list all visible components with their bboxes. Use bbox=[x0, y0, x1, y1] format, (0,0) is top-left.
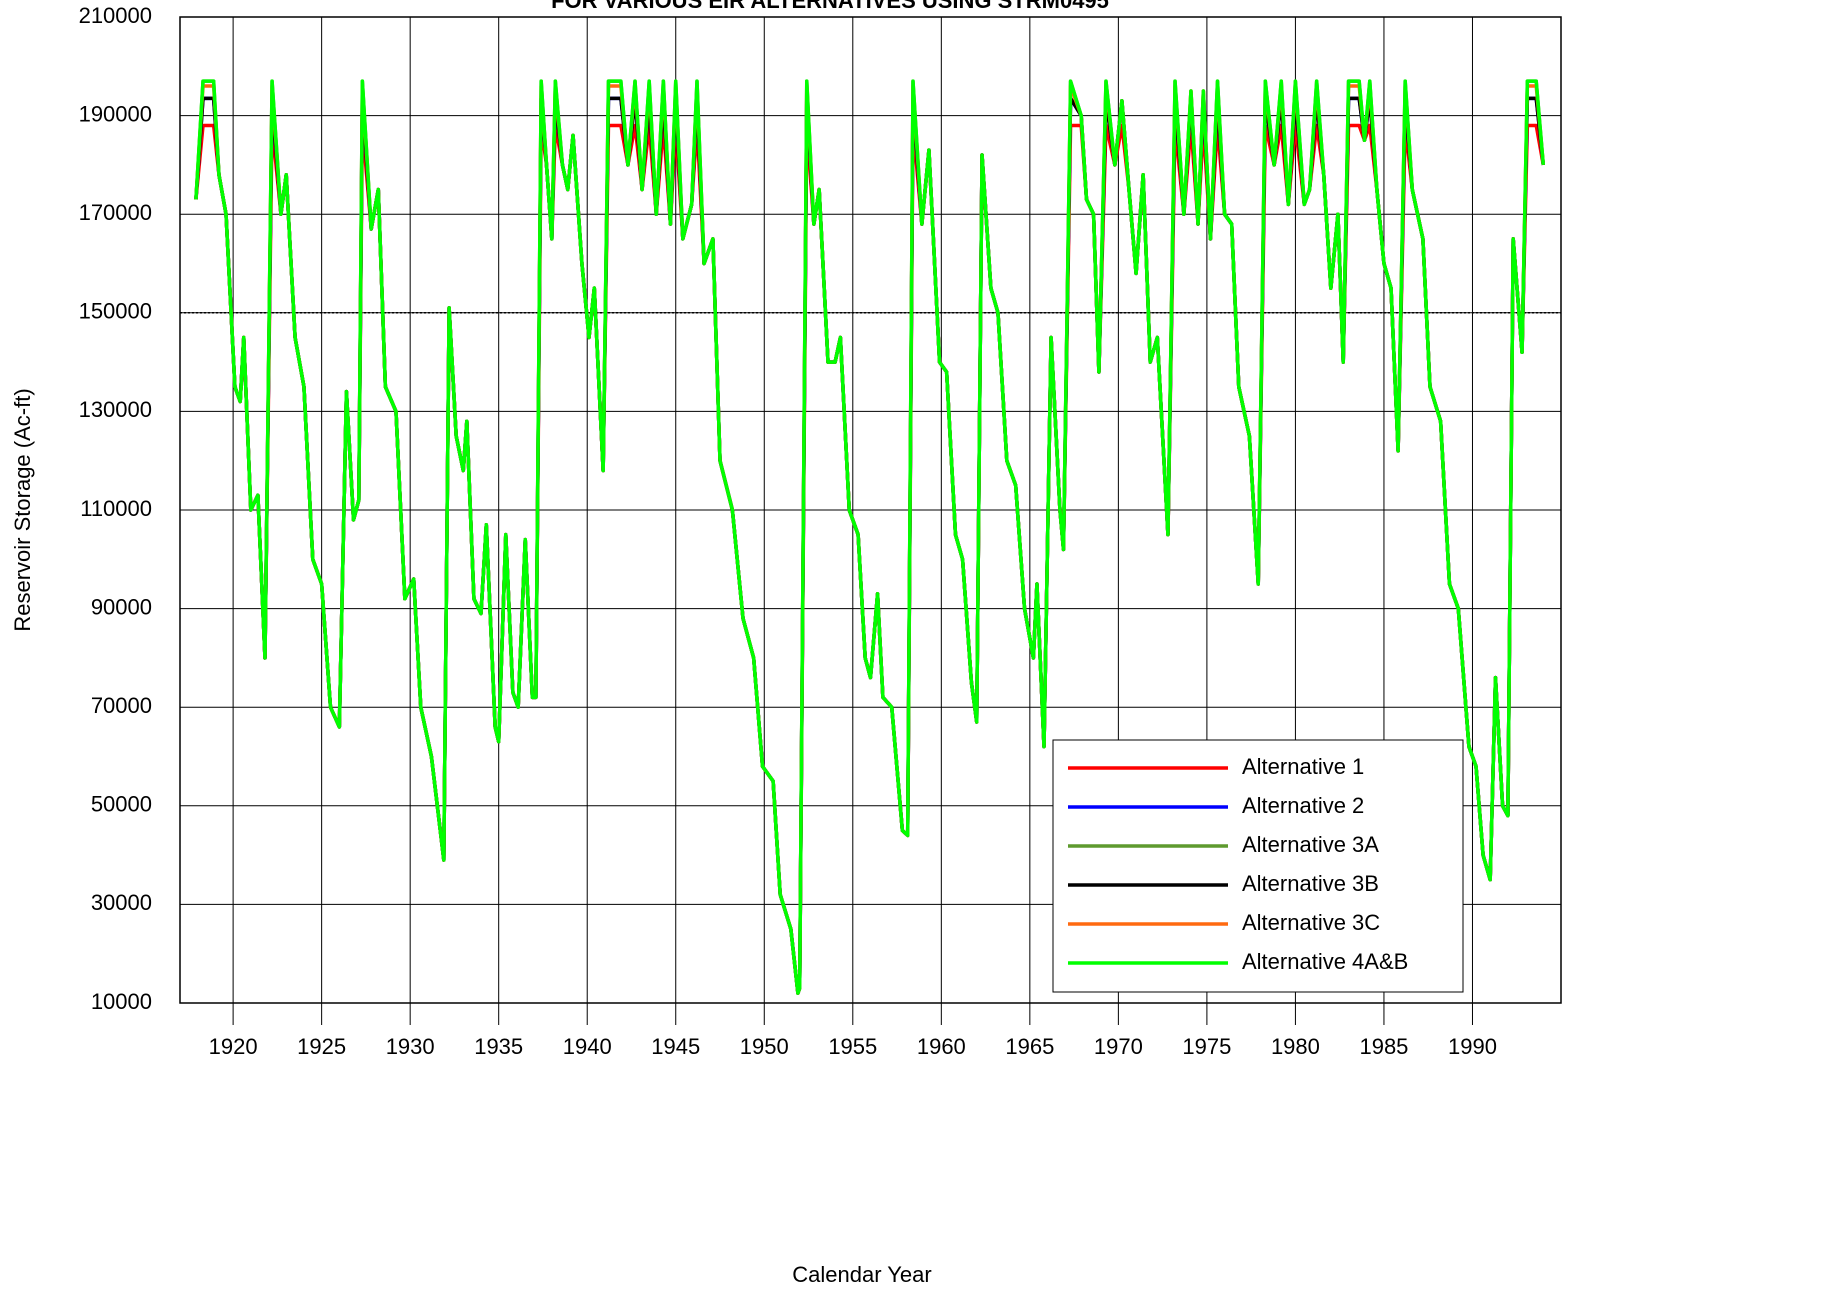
x-tick-label: 1955 bbox=[828, 1034, 877, 1059]
x-tick-label: 1950 bbox=[740, 1034, 789, 1059]
legend-label: Alternative 3C bbox=[1242, 910, 1380, 935]
y-tick-label: 150000 bbox=[79, 299, 152, 324]
x-tick-label: 1960 bbox=[917, 1034, 966, 1059]
legend-label: Alternative 1 bbox=[1242, 754, 1364, 779]
y-tick-label: 190000 bbox=[79, 101, 152, 126]
legend-label: Alternative 4A&B bbox=[1242, 949, 1408, 974]
x-axis-label: Calendar Year bbox=[792, 1262, 931, 1287]
plot-frame bbox=[179, 16, 1562, 1004]
x-tick-label: 1940 bbox=[563, 1034, 612, 1059]
legend-label: Alternative 3A bbox=[1242, 832, 1379, 857]
y-tick-label: 130000 bbox=[79, 397, 152, 422]
legend-box bbox=[1052, 739, 1464, 993]
y-tick-label: 170000 bbox=[79, 200, 152, 225]
y-axis-label: Reservoir Storage (Ac-ft) bbox=[10, 388, 35, 631]
legend: Alternative 1 Alternative 2 Alternative 3A… bbox=[1052, 739, 1464, 993]
y-tick-label: 70000 bbox=[91, 693, 152, 718]
y-tick-label: 210000 bbox=[79, 3, 152, 28]
x-tick-label: 1925 bbox=[297, 1034, 346, 1059]
x-tick-label: 1945 bbox=[651, 1034, 700, 1059]
x-tick-label: 1975 bbox=[1182, 1034, 1231, 1059]
chart-title: FOR VARIOUS EIR ALTERNATIVES USING STRM0… bbox=[551, 0, 1109, 13]
x-tick-label: 1970 bbox=[1094, 1034, 1143, 1059]
x-tick-label: 1965 bbox=[1005, 1034, 1054, 1059]
legend-label: Alternative 3B bbox=[1242, 871, 1379, 896]
y-tick-label: 30000 bbox=[91, 890, 152, 915]
y-tick-label: 10000 bbox=[91, 989, 152, 1014]
legend-label: Alternative 2 bbox=[1242, 793, 1364, 818]
x-tick-label: 1935 bbox=[474, 1034, 523, 1059]
series-line bbox=[194, 79, 1546, 995]
x-tick-label: 1985 bbox=[1359, 1034, 1408, 1059]
x-tick-label: 1990 bbox=[1448, 1034, 1497, 1059]
y-tick-label: 110000 bbox=[80, 496, 152, 521]
y-tick-label: 90000 bbox=[91, 594, 152, 619]
x-tick-label: 1980 bbox=[1271, 1034, 1320, 1059]
x-tick-label: 1920 bbox=[209, 1034, 258, 1059]
x-tick-label: 1930 bbox=[386, 1034, 435, 1059]
y-tick-label: 50000 bbox=[91, 792, 152, 817]
